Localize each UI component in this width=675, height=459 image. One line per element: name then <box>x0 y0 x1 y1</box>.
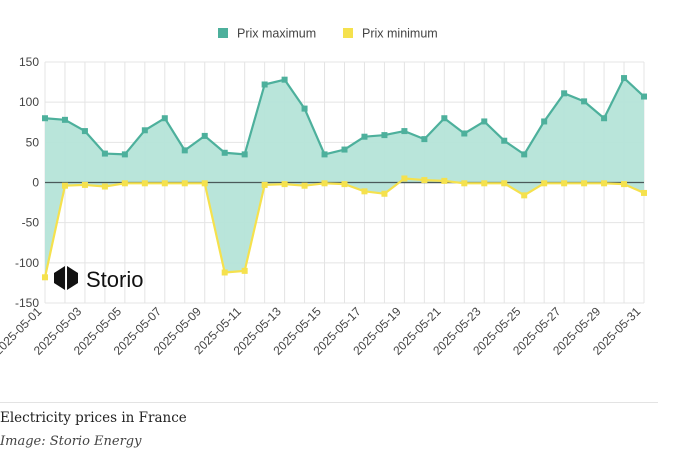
point-prix-minimum <box>61 182 68 189</box>
legend-swatch <box>218 28 228 38</box>
point-prix-minimum <box>581 180 588 187</box>
point-prix-minimum <box>261 181 268 188</box>
point-prix-maximum <box>641 93 647 100</box>
storio-logo-icon <box>54 266 78 290</box>
point-prix-maximum <box>241 151 248 158</box>
point-prix-minimum <box>181 180 188 187</box>
y-tick-label: -100 <box>15 256 39 270</box>
point-prix-maximum <box>321 151 328 158</box>
point-prix-minimum <box>221 269 228 276</box>
point-prix-maximum <box>401 128 408 135</box>
point-prix-maximum <box>201 132 208 139</box>
point-prix-minimum <box>42 274 48 281</box>
point-prix-minimum <box>321 180 328 187</box>
point-prix-minimum <box>441 177 448 184</box>
point-prix-maximum <box>261 81 268 88</box>
point-prix-minimum <box>461 180 468 187</box>
point-prix-minimum <box>361 188 368 195</box>
point-prix-maximum <box>521 151 528 158</box>
point-prix-minimum <box>621 181 628 188</box>
point-prix-minimum <box>301 182 308 189</box>
point-prix-maximum <box>561 90 568 97</box>
y-tick-label: -150 <box>15 296 39 310</box>
caption-credit: Image: Storio Energy <box>0 434 142 449</box>
chart-legend: Prix maximum Prix minimum <box>218 27 438 41</box>
point-prix-minimum <box>501 180 508 187</box>
point-prix-maximum <box>181 147 188 154</box>
point-prix-maximum <box>42 115 48 122</box>
point-prix-maximum <box>81 128 88 135</box>
point-prix-minimum <box>541 180 548 187</box>
y-tick-label: 150 <box>19 55 39 69</box>
legend-label: Prix maximum <box>237 27 316 41</box>
point-prix-maximum <box>541 118 548 125</box>
point-prix-maximum <box>341 146 348 153</box>
price-chart: Prix maximum Prix minimum 150 100 50 0 -50 -10… <box>0 27 647 358</box>
point-prix-minimum <box>161 180 168 187</box>
point-prix-minimum <box>421 177 428 184</box>
point-prix-maximum <box>361 133 368 140</box>
point-prix-maximum <box>441 115 448 122</box>
point-prix-minimum <box>241 267 248 274</box>
x-axis: 2025-05-012025-05-032025-05-052025-05-07… <box>0 304 644 358</box>
point-prix-maximum <box>601 115 608 122</box>
point-prix-minimum <box>481 180 488 187</box>
point-prix-minimum <box>141 180 148 187</box>
y-tick-label: 0 <box>32 176 39 190</box>
point-prix-maximum <box>281 76 288 83</box>
figure-caption: Electricity prices in France Image: Stor… <box>0 402 658 449</box>
point-prix-minimum <box>601 180 608 187</box>
point-prix-maximum <box>161 115 168 122</box>
area-prix-maximum <box>45 78 644 183</box>
storio-logo: Storio <box>54 266 143 292</box>
point-prix-maximum <box>481 118 488 125</box>
point-prix-minimum <box>81 181 88 188</box>
legend-label: Prix minimum <box>362 27 438 41</box>
point-prix-minimum <box>381 190 388 197</box>
point-prix-minimum <box>121 180 128 187</box>
point-prix-maximum <box>381 132 388 139</box>
point-prix-minimum <box>281 181 288 188</box>
point-prix-maximum <box>301 105 308 112</box>
point-prix-minimum <box>201 180 208 187</box>
logo-text: Storio <box>86 267 143 292</box>
point-prix-minimum <box>641 189 647 196</box>
legend-swatch <box>343 28 353 38</box>
point-prix-minimum <box>341 181 348 188</box>
point-prix-minimum <box>521 192 528 199</box>
point-prix-maximum <box>101 150 108 157</box>
point-prix-minimum <box>401 175 408 182</box>
y-tick-label: -50 <box>22 216 40 230</box>
y-axis: 150 100 50 0 -50 -100 -150 <box>15 55 39 310</box>
point-prix-maximum <box>621 75 628 82</box>
y-tick-label: 50 <box>26 135 40 149</box>
y-tick-label: 100 <box>19 95 39 109</box>
chart-points <box>42 75 647 281</box>
point-prix-minimum <box>561 180 568 187</box>
point-prix-maximum <box>221 149 228 156</box>
point-prix-minimum <box>101 183 108 190</box>
point-prix-maximum <box>581 98 588 105</box>
point-prix-maximum <box>141 127 148 134</box>
point-prix-maximum <box>421 136 428 143</box>
point-prix-maximum <box>461 130 468 137</box>
caption-title: Electricity prices in France <box>0 410 187 426</box>
point-prix-maximum <box>121 151 128 158</box>
point-prix-maximum <box>61 116 68 123</box>
point-prix-maximum <box>501 137 508 144</box>
